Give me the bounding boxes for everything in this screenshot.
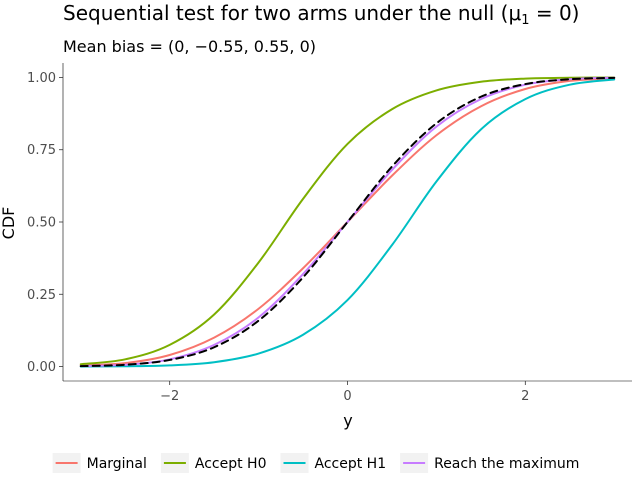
chart-title-mu: μ xyxy=(508,1,521,25)
series-line-reach-the-maximum xyxy=(79,76,616,367)
legend: Marginal Accept H0 Accept H1 Reach the maxi… xyxy=(52,453,579,473)
y-tick-label: 0.25 xyxy=(27,288,56,303)
y-tick-label: 0.75 xyxy=(27,143,56,158)
x-axis-title: y xyxy=(343,411,352,430)
chart-subtitle: Mean bias = (0, −0.55, 0.55, 0) xyxy=(63,37,316,56)
legend-label-marginal: Marginal xyxy=(87,456,147,472)
x-tick-label: −2 xyxy=(160,389,179,404)
chart-title: Sequential test for two arms under the n… xyxy=(63,1,579,28)
series-group xyxy=(79,76,616,368)
x-tick-label: 0 xyxy=(343,389,351,404)
x-tick-label: 2 xyxy=(521,389,529,404)
legend-label-accept-h1: Accept H1 xyxy=(315,456,387,472)
y-tick-label: 1.00 xyxy=(27,71,56,86)
chart-title-main: Sequential test for two arms under the n… xyxy=(63,1,508,25)
y-tick-label: 0.50 xyxy=(27,216,56,231)
legend-label-reach-the-maximum: Reach the maximum xyxy=(434,456,579,472)
y-tick-label: 0.00 xyxy=(27,360,56,375)
series-line-accept-h0 xyxy=(79,76,616,366)
chart-title-subscript: 1 xyxy=(521,13,529,28)
y-axis-title: CDF xyxy=(0,207,18,240)
reference-dashed-line xyxy=(79,76,616,368)
chart-title-tail: = 0) xyxy=(529,1,579,25)
legend-label-accept-h0: Accept H0 xyxy=(195,456,267,472)
ticks-group: −2 0 2 0.00 0.25 0.50 0.75 1.00 xyxy=(27,71,529,404)
series-line-accept-h1 xyxy=(79,78,616,368)
